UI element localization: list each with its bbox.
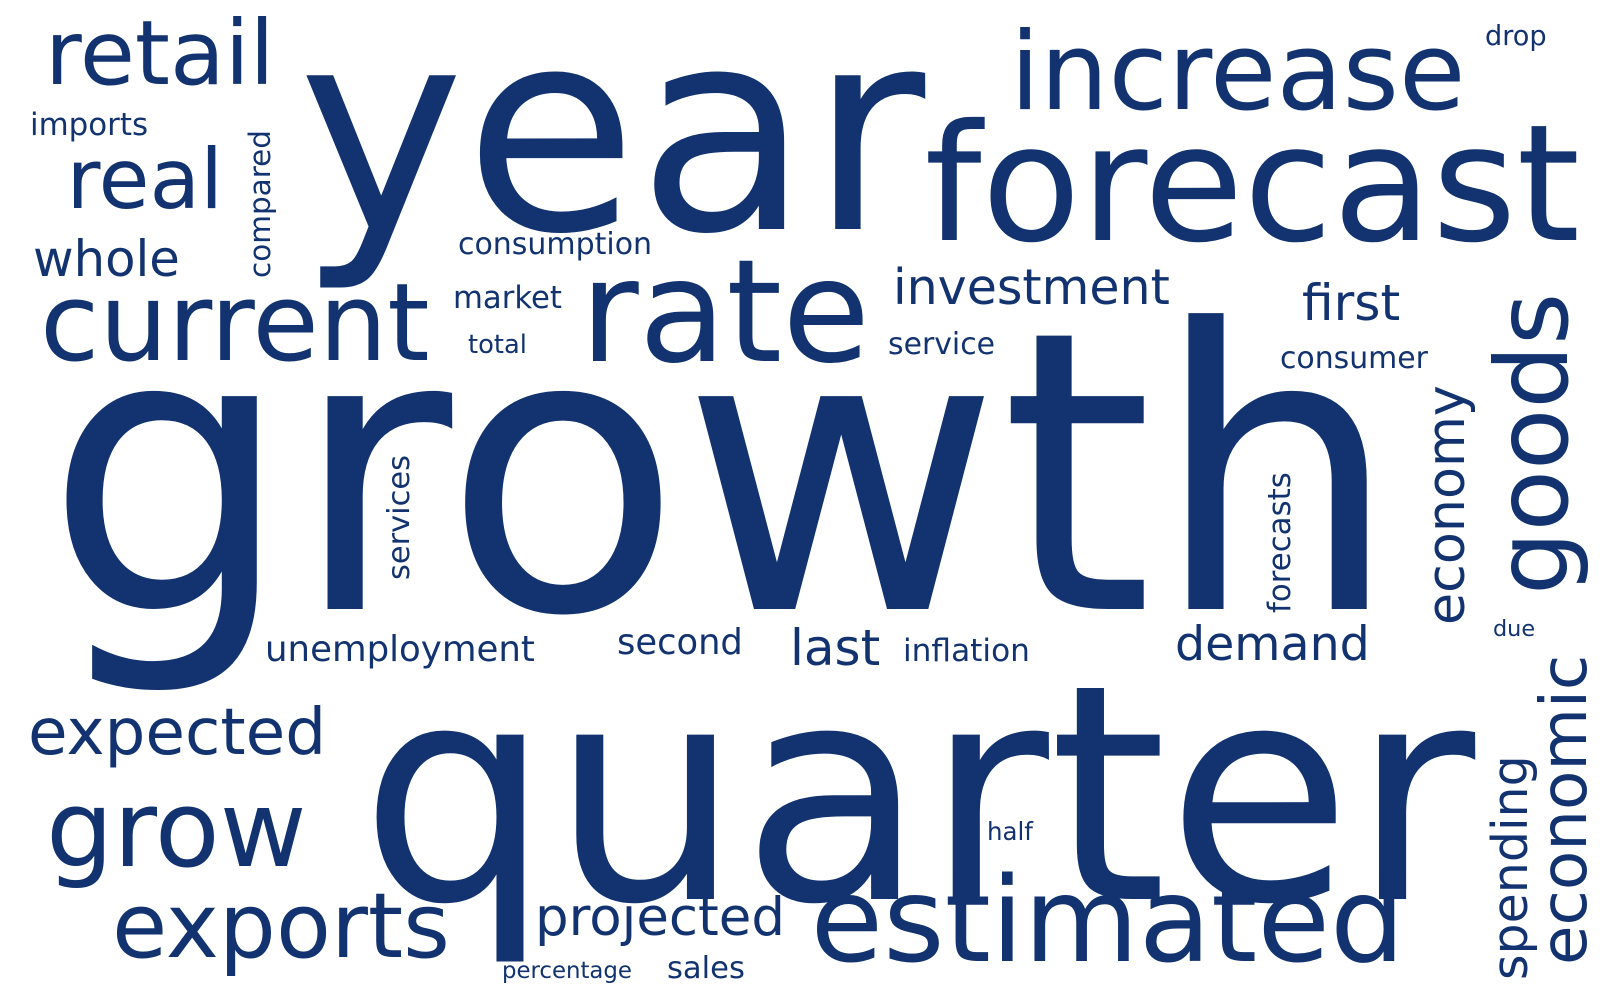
word-exports: exports xyxy=(112,874,450,979)
word-grow: grow xyxy=(46,768,307,892)
word-drop: drop xyxy=(1485,21,1547,52)
word-forecast: forecast xyxy=(924,91,1581,279)
word-first: first xyxy=(1302,273,1401,332)
word-half: half xyxy=(987,816,1033,846)
word-compared: compared xyxy=(242,129,277,278)
word-retail: retail xyxy=(45,2,275,106)
word-forecasts: forecasts xyxy=(1262,472,1298,613)
word-growth: growth xyxy=(45,247,1400,701)
word-consumer: consumer xyxy=(1280,340,1428,376)
word-real: real xyxy=(66,131,224,228)
word-due: due xyxy=(1493,615,1536,642)
word-inflation: inflation xyxy=(903,633,1030,669)
word-economy: economy xyxy=(1415,385,1477,625)
word-spending: spending xyxy=(1481,755,1539,980)
word-consumption: consumption xyxy=(458,226,653,262)
word-unemployment: unemployment xyxy=(265,629,535,670)
word-current: current xyxy=(40,261,430,386)
word-whole: whole xyxy=(33,230,180,288)
word-services: services xyxy=(382,454,417,580)
word-service: service xyxy=(888,326,996,362)
word-sales: sales xyxy=(667,951,745,986)
word-rate: rate xyxy=(580,228,871,395)
word-total: total xyxy=(468,329,527,360)
word-year: year xyxy=(298,0,926,296)
word-projected: projected xyxy=(535,887,785,948)
word-imports: imports xyxy=(30,106,149,143)
word-quarter: quarter xyxy=(360,619,1476,970)
word-investment: investment xyxy=(893,257,1170,316)
word-demand: demand xyxy=(1175,617,1370,672)
word-second: second xyxy=(617,621,743,663)
word-goods: goods xyxy=(1473,292,1591,595)
word-percentage: percentage xyxy=(502,958,632,984)
word-last: last xyxy=(790,618,881,677)
word-expected: expected xyxy=(28,694,327,770)
word-estimated: estimated xyxy=(810,851,1405,989)
word-market: market xyxy=(453,280,562,316)
word-economic: economic xyxy=(1527,654,1600,965)
word-increase: increase xyxy=(1010,9,1466,135)
